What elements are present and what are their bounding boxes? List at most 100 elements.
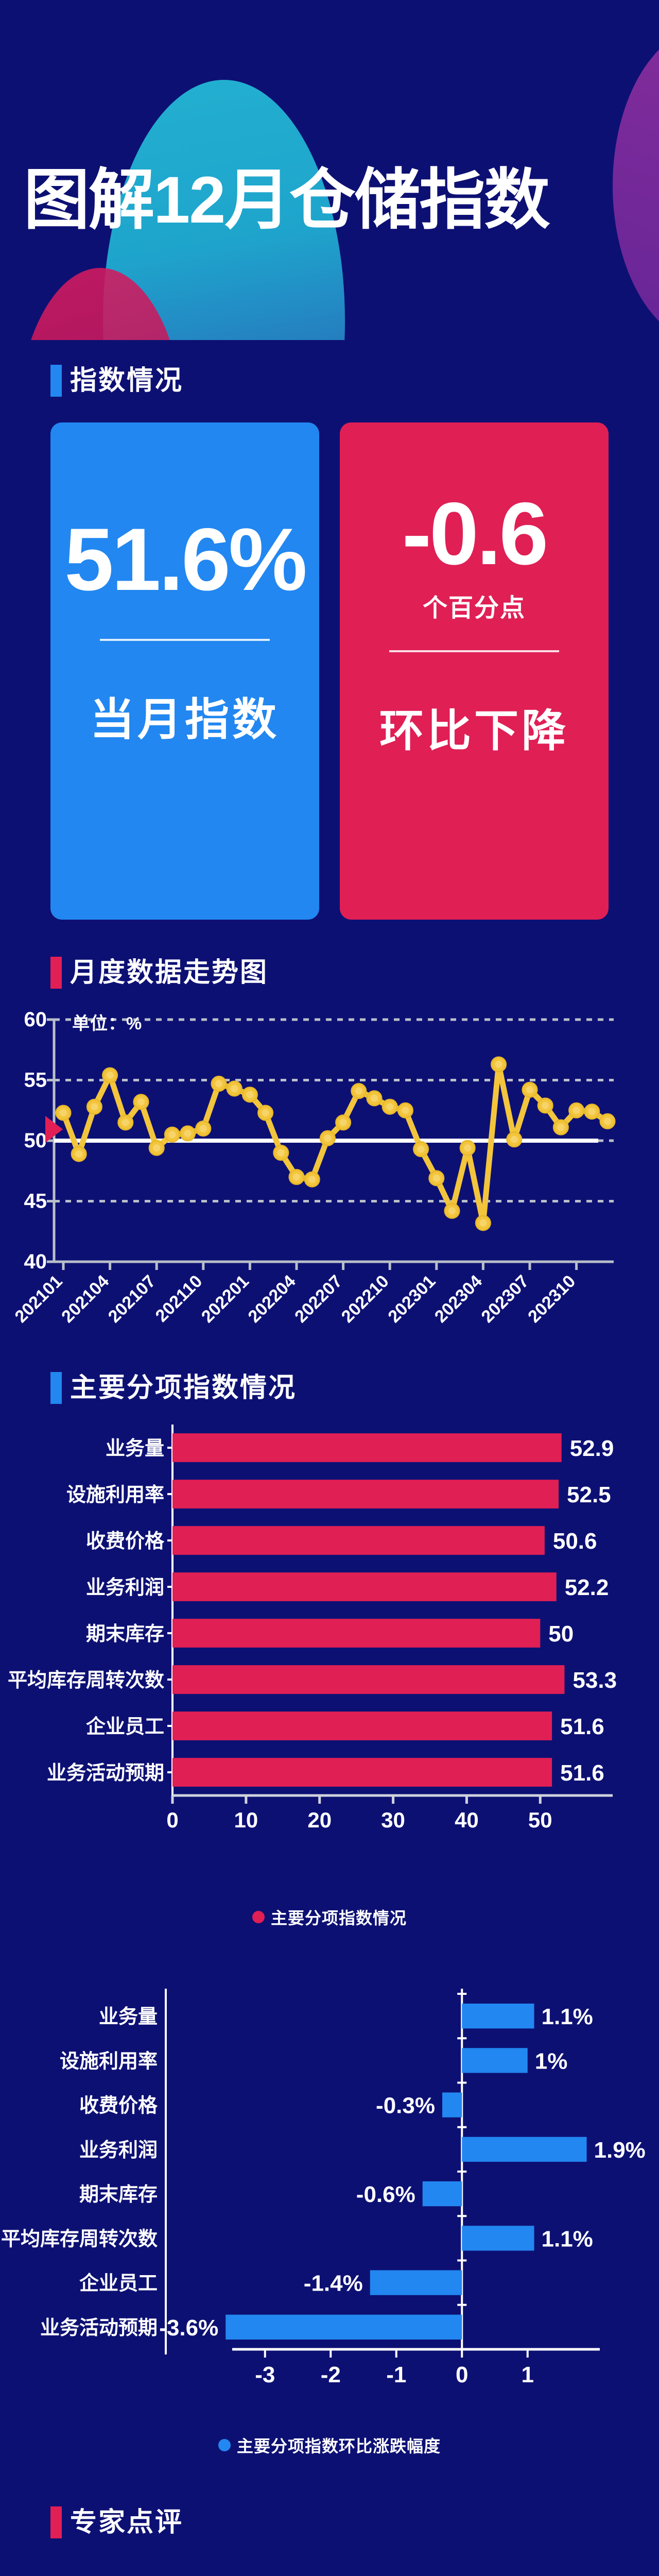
- svg-text:20: 20: [307, 1808, 332, 1832]
- section-title-expert: 专家点评: [70, 2507, 184, 2537]
- kpi-card-mom-change: -0.6 个百分点 环比下降: [340, 422, 609, 920]
- section-title-index-status: 指数情况: [70, 366, 184, 396]
- svg-text:45: 45: [24, 1190, 47, 1213]
- svg-text:52.5: 52.5: [567, 1482, 611, 1507]
- legend-label-sub-index: 主要分项指数情况: [270, 1909, 407, 1927]
- sub-index-bar-svg: 0 10 20 30 40 50 业务量 52.9 设施利用率 52.5 收费价格 50.6 业务利润 5…: [8, 1425, 617, 1832]
- svg-text:50: 50: [24, 1129, 47, 1152]
- legend-marker-icon: [218, 2439, 231, 2451]
- svg-text:0: 0: [166, 1808, 178, 1832]
- svg-text:202207: 202207: [291, 1272, 346, 1327]
- section-accent-bar-icon: [50, 2506, 62, 2538]
- svg-text:-3.6%: -3.6%: [159, 2315, 218, 2341]
- line-chart-svg: 40 45 50 55 60 202101202104202107202110202201…: [11, 1008, 616, 1327]
- expert-commentary-text: 中储发展股份有限公司副总裁王勇认为：12月仓储指数虽有小幅回落，但仍位于50%以…: [0, 2538, 659, 2576]
- section-heading-index-status: 指数情况: [0, 365, 659, 397]
- svg-text:10: 10: [234, 1808, 258, 1832]
- svg-text:企业员工: 企业员工: [86, 1716, 164, 1738]
- svg-text:-0.3%: -0.3%: [376, 2093, 435, 2119]
- svg-text:设施利用率: 设施利用率: [66, 1484, 164, 1506]
- svg-text:52.9: 52.9: [570, 1436, 614, 1461]
- kpi-divider: [100, 639, 270, 641]
- legend-sub-index: 主要分项指数情况: [0, 1905, 659, 1929]
- legend-label-sub-index-change: 主要分项指数环比涨跌幅度: [236, 2437, 441, 2455]
- svg-text:平均库存周转次数: 平均库存周转次数: [8, 1670, 164, 1691]
- svg-text:业务利润: 业务利润: [79, 2140, 158, 2161]
- svg-text:52.2: 52.2: [565, 1575, 609, 1600]
- section-heading-expert: 专家点评: [0, 2506, 659, 2538]
- svg-text:202307: 202307: [478, 1272, 533, 1327]
- svg-text:企业员工: 企业员工: [79, 2273, 158, 2295]
- kpi-unit-mom-change: 个百分点: [422, 595, 526, 622]
- svg-text:40: 40: [455, 1808, 479, 1832]
- svg-text:业务量: 业务量: [106, 1438, 164, 1460]
- svg-text:202210: 202210: [338, 1272, 393, 1327]
- svg-text:0: 0: [456, 2362, 468, 2387]
- svg-text:202201: 202201: [198, 1272, 253, 1327]
- svg-text:40: 40: [24, 1250, 47, 1273]
- svg-text:202204: 202204: [245, 1272, 300, 1327]
- sub-index-bar-chart: 0 10 20 30 40 50 业务量 52.9 设施利用率 52.5 收费价格 50.6 业务利润 5…: [0, 1404, 659, 1929]
- kpi-value-current-index: 51.6%: [64, 510, 307, 609]
- decor-blob-purple: [613, 26, 659, 340]
- svg-text:202104: 202104: [58, 1272, 113, 1327]
- svg-text:30: 30: [381, 1808, 405, 1832]
- svg-text:202107: 202107: [105, 1272, 160, 1327]
- svg-text:53.3: 53.3: [573, 1668, 617, 1693]
- svg-text:50: 50: [548, 1621, 574, 1647]
- hero-banner: 图解12月仓储指数 业务持续增长 行业运行平稳: [0, 0, 659, 340]
- svg-text:50.6: 50.6: [553, 1529, 597, 1554]
- svg-text:期末库存: 期末库存: [86, 1623, 164, 1645]
- section-heading-monthly-trend: 月度数据走势图: [0, 957, 659, 989]
- svg-text:-1.4%: -1.4%: [304, 2271, 363, 2296]
- svg-text:-2: -2: [321, 2362, 341, 2387]
- section-accent-bar-icon: [50, 957, 62, 989]
- svg-text:51.6: 51.6: [560, 1714, 604, 1739]
- chart-unit-label: 单位：%: [72, 1014, 143, 1033]
- svg-text:收费价格: 收费价格: [79, 2095, 158, 2117]
- svg-text:业务利润: 业务利润: [86, 1577, 164, 1599]
- kpi-value-mom-change: -0.6: [402, 484, 548, 583]
- svg-text:1.9%: 1.9%: [594, 2138, 646, 2163]
- section-title-sub-index: 主要分项指数情况: [70, 1373, 297, 1403]
- svg-text:业务活动预期: 业务活动预期: [47, 1762, 164, 1784]
- section-heading-sub-index: 主要分项指数情况: [0, 1372, 659, 1404]
- svg-text:202101: 202101: [11, 1272, 66, 1327]
- section-accent-bar-icon: [50, 365, 62, 397]
- section-accent-bar-icon: [50, 1372, 62, 1404]
- svg-text:202301: 202301: [384, 1272, 439, 1327]
- svg-text:设施利用率: 设施利用率: [60, 2050, 158, 2072]
- sub-index-change-svg: -3 -2 -1 0 1 业务量 1.1% 设施利用率 1% 收费价格 -0.3% 业务利润 1.9% 期…: [1, 1989, 646, 2387]
- svg-text:期末库存: 期末库存: [79, 2184, 158, 2206]
- legend-marker-icon: [252, 1911, 265, 1923]
- svg-text:60: 60: [24, 1008, 47, 1031]
- svg-text:202110: 202110: [152, 1272, 206, 1326]
- legend-sub-index-change: 主要分项指数环比涨跌幅度: [0, 2433, 659, 2457]
- page-title: 图解12月仓储指数: [24, 163, 550, 237]
- kpi-divider: [389, 650, 559, 652]
- svg-text:平均库存周转次数: 平均库存周转次数: [1, 2228, 158, 2250]
- kpi-card-group: 51.6% 当月指数 -0.6 个百分点 环比下降: [0, 397, 659, 920]
- monthly-trend-chart: 单位：% 40 45 50 55 60 202101 202104 202107 202110 2…: [0, 989, 659, 1360]
- svg-text:收费价格: 收费价格: [86, 1531, 165, 1552]
- svg-text:202304: 202304: [431, 1272, 486, 1327]
- kpi-label-current-index: 当月指数: [90, 695, 280, 744]
- svg-text:51.6: 51.6: [560, 1760, 604, 1786]
- section-title-monthly-trend: 月度数据走势图: [70, 958, 269, 988]
- kpi-card-current-index: 51.6% 当月指数: [50, 422, 319, 920]
- svg-text:50: 50: [528, 1808, 552, 1832]
- svg-text:1: 1: [522, 2362, 534, 2387]
- svg-text:1%: 1%: [535, 2048, 568, 2074]
- svg-text:-0.6%: -0.6%: [356, 2182, 415, 2207]
- svg-text:202310: 202310: [524, 1272, 579, 1327]
- kpi-label-mom-change: 环比下降: [379, 706, 569, 756]
- svg-text:业务活动预期: 业务活动预期: [40, 2317, 158, 2339]
- svg-text:业务量: 业务量: [99, 2006, 158, 2028]
- svg-text:-1: -1: [386, 2362, 406, 2387]
- highlight-arrow-icon: [45, 1116, 63, 1143]
- decor-blob-magenta: [15, 268, 185, 340]
- svg-text:-3: -3: [255, 2362, 275, 2387]
- sub-index-change-chart: -3 -2 -1 0 1 业务量 1.1% 设施利用率 1% 收费价格 -0.3% 业务利润 1.9% 期…: [0, 1958, 659, 2457]
- svg-text:1.1%: 1.1%: [542, 2226, 593, 2251]
- svg-text:55: 55: [24, 1069, 47, 1092]
